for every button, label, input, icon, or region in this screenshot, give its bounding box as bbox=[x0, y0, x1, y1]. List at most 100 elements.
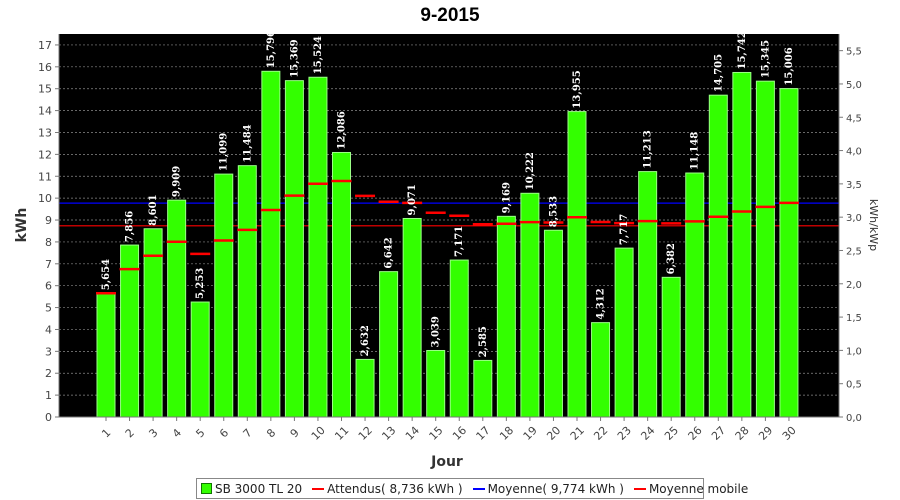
x-tick-label: 10 bbox=[309, 424, 328, 443]
bar-value-label: 3,039 bbox=[431, 316, 442, 347]
bar bbox=[732, 71, 752, 418]
bar-value-label: 15,345 bbox=[760, 40, 771, 78]
y2-tick-label: 0,0 bbox=[846, 413, 862, 424]
x-tick-label: 24 bbox=[638, 424, 657, 443]
bar bbox=[779, 88, 799, 418]
legend-item-expected: Attendus( 8,736 kWh ) bbox=[312, 481, 463, 496]
legend-label-average: Moyenne( 9,774 kWh ) bbox=[487, 481, 624, 496]
bar bbox=[496, 215, 516, 418]
x-tick-label: 21 bbox=[568, 424, 587, 443]
legend-item-production: SB 3000 TL 20 bbox=[201, 482, 302, 496]
bar bbox=[120, 244, 140, 418]
x-tick-label: 14 bbox=[403, 424, 422, 443]
bar bbox=[473, 359, 493, 418]
y-tick-label: 6 bbox=[45, 280, 52, 293]
y-tick-label: 3 bbox=[45, 345, 52, 358]
bar bbox=[708, 94, 728, 418]
y2-tick-label: 3,0 bbox=[846, 213, 862, 224]
y-tick-label: 12 bbox=[38, 148, 52, 161]
x-tick-label: 2 bbox=[123, 426, 137, 440]
bar bbox=[237, 165, 257, 418]
bar bbox=[402, 217, 422, 418]
x-tick-label: 13 bbox=[379, 424, 398, 443]
bar bbox=[755, 80, 775, 418]
bars bbox=[96, 70, 799, 418]
y-tick-label: 11 bbox=[38, 170, 52, 183]
y-axis-label: kWh bbox=[14, 208, 30, 243]
bar-value-label: 8,533 bbox=[548, 196, 559, 227]
y2-tick-label: 3,5 bbox=[846, 180, 862, 191]
bar-value-label: 11,148 bbox=[690, 132, 701, 170]
bar bbox=[355, 358, 375, 418]
x-tick-label: 27 bbox=[709, 424, 728, 443]
bar bbox=[332, 151, 351, 418]
y2-axis: 0,0 0,5 1,0 1,5 2,0 2,5 3,0 3,5 4,0 4,5 5,0 5,5 bbox=[838, 34, 862, 424]
bar-value-label: 2,585 bbox=[478, 326, 489, 357]
x-tick-label: 20 bbox=[544, 424, 563, 443]
bar bbox=[143, 228, 163, 418]
bar bbox=[190, 301, 210, 418]
y-tick-label: 5 bbox=[45, 302, 52, 315]
legend-item-average: Moyenne( 9,774 kWh ) bbox=[472, 481, 624, 496]
bar bbox=[591, 322, 611, 418]
bar bbox=[308, 76, 328, 418]
y2-tick-label: 0,5 bbox=[846, 380, 862, 391]
x-tick-label: 29 bbox=[756, 424, 775, 443]
bar-value-label: 15,006 bbox=[784, 47, 795, 85]
x-tick-label: 18 bbox=[497, 424, 516, 443]
y-tick-label: 4 bbox=[45, 323, 52, 336]
x-tick-label: 6 bbox=[217, 426, 231, 440]
x-tick-label: 30 bbox=[780, 424, 799, 443]
bar-value-label: 11,484 bbox=[242, 124, 253, 162]
y-tick-label: 15 bbox=[38, 83, 52, 96]
bar-value-label: 10,222 bbox=[525, 152, 536, 190]
x-tick-label: 12 bbox=[356, 424, 375, 443]
bar bbox=[379, 271, 399, 418]
bar-value-label: 6,382 bbox=[666, 243, 677, 274]
bar bbox=[214, 173, 234, 418]
bar-value-label: 15,524 bbox=[313, 36, 324, 74]
x-tick-label: 7 bbox=[241, 426, 255, 440]
y-tick-label: 9 bbox=[45, 214, 52, 227]
x-tick-label: 28 bbox=[733, 424, 752, 443]
bar bbox=[261, 70, 281, 418]
x-tick-label: 19 bbox=[521, 424, 540, 443]
x-tick-label: 16 bbox=[450, 424, 469, 443]
y-tick-label: 1 bbox=[45, 389, 52, 402]
x-tick-label: 15 bbox=[427, 424, 446, 443]
x-tick-label: 26 bbox=[686, 424, 705, 443]
legend-label-moving-average: Moyenne mobile bbox=[648, 481, 749, 496]
bar-value-label: 11,213 bbox=[643, 130, 654, 168]
y2-axis-label: kWh/kWp bbox=[867, 199, 880, 251]
legend-swatch-moving-average bbox=[633, 487, 646, 490]
y2-tick-label: 2,0 bbox=[846, 280, 862, 291]
bar bbox=[284, 80, 304, 418]
bar-value-label: 8,601 bbox=[148, 194, 159, 225]
y-tick-label: 8 bbox=[45, 236, 52, 249]
x-tick-label: 22 bbox=[591, 424, 610, 443]
x-tick-label: 23 bbox=[615, 424, 634, 443]
bar bbox=[520, 192, 540, 418]
bar-value-label: 2,632 bbox=[360, 325, 371, 356]
x-tick-label: 25 bbox=[662, 424, 681, 443]
x-tick-label: 1 bbox=[99, 426, 113, 440]
bar bbox=[543, 229, 563, 418]
bar bbox=[661, 276, 681, 418]
legend-label-expected: Attendus( 8,736 kWh ) bbox=[327, 481, 463, 496]
bar-value-label: 13,955 bbox=[572, 70, 583, 108]
bar-value-label: 11,099 bbox=[219, 133, 230, 171]
bar bbox=[567, 111, 587, 418]
bar-value-label: 14,705 bbox=[713, 54, 724, 92]
bar-value-label: 9,169 bbox=[501, 182, 512, 213]
y2-tick-label: 1,0 bbox=[846, 346, 862, 357]
moving-average-markers bbox=[96, 179, 799, 295]
chart-title: 9-2015 bbox=[420, 5, 480, 26]
x-axis: 1 2 3 4 5 6 7 8 9 10 11 12 13 14 15 16 17 18 19 20 21 22 23 24 2… bbox=[59, 416, 839, 443]
legend-swatch-average bbox=[472, 487, 485, 490]
bar bbox=[614, 247, 634, 418]
x-tick-label: 11 bbox=[332, 424, 351, 443]
bar-value-label: 7,856 bbox=[125, 211, 136, 242]
y2-tick-label: 5,5 bbox=[846, 47, 862, 58]
